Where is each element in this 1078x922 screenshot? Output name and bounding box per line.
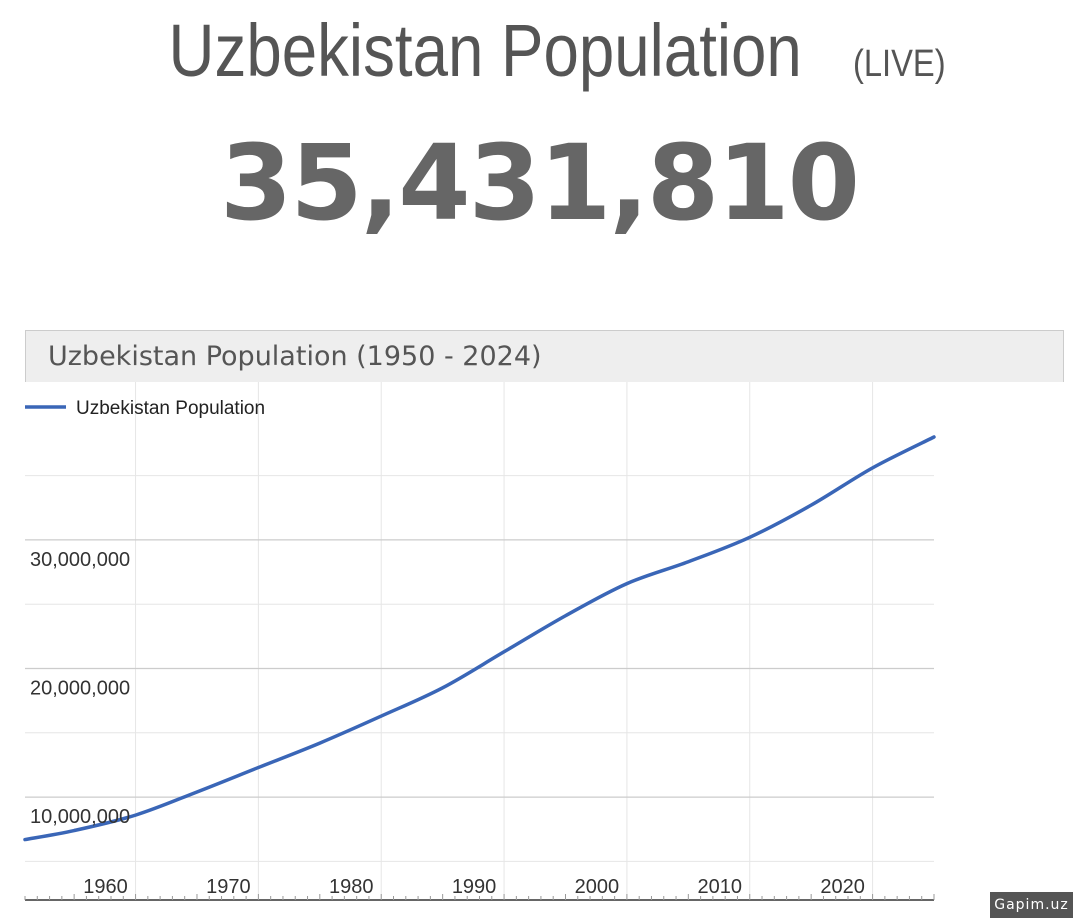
- x-tick-label: 1970: [206, 876, 251, 898]
- title-live-suffix: (LIVE): [853, 43, 946, 85]
- watermark: Gapim.uz: [990, 892, 1073, 918]
- page-title: Uzbekistan Population (LIVE): [0, 8, 1078, 93]
- legend-label: Uzbekistan Population: [76, 398, 265, 419]
- x-tick-label: 1990: [452, 876, 497, 898]
- chart-title: Uzbekistan Population (1950 - 2024): [48, 341, 542, 372]
- chart-header: Uzbekistan Population (1950 - 2024): [25, 330, 1064, 382]
- live-population-counter: 35,431,810: [220, 122, 860, 244]
- series-line-uzbekistan-population: [23, 435, 936, 842]
- y-tick-label: 30,000,000: [30, 549, 130, 571]
- x-tick-label: 1980: [329, 876, 374, 898]
- title-main: Uzbekistan Population: [168, 9, 802, 92]
- y-tick-label: 10,000,000: [30, 806, 130, 828]
- y-tick-label: 20,000,000: [30, 678, 130, 700]
- x-tick-label: 2010: [697, 876, 742, 898]
- x-tick-label: 2000: [575, 876, 620, 898]
- x-tick-label: 2020: [820, 876, 865, 898]
- population-line-chart: 10,000,000 20,000,000 30,000,000 1960 1970 19…: [23, 382, 936, 901]
- x-tick-label: 1960: [83, 876, 128, 898]
